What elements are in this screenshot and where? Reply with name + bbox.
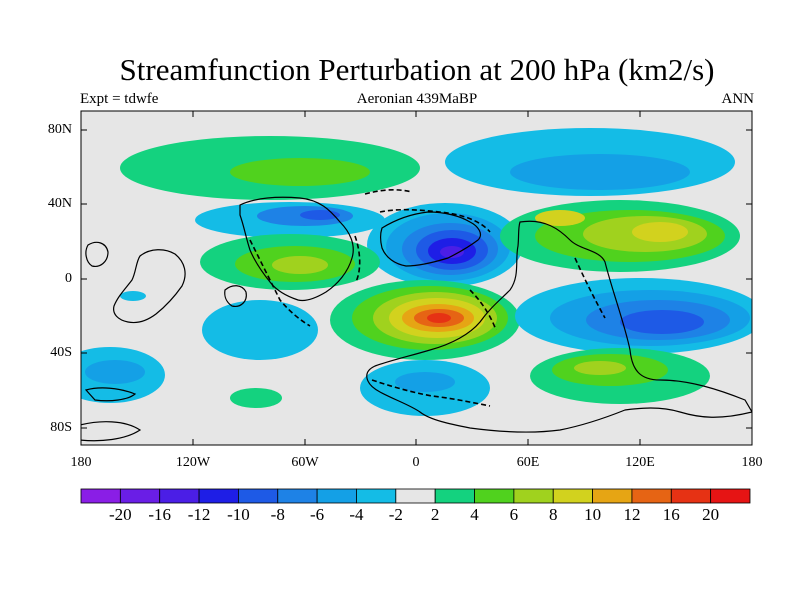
dashed-boundary-central xyxy=(379,208,491,233)
dashed-boundary-north xyxy=(364,189,413,195)
experiment-label: Expt = tdwfe xyxy=(80,91,159,107)
colorbar-swatch xyxy=(395,488,436,504)
coastline-laurentia xyxy=(239,196,354,302)
colorbar-label: -20 xyxy=(109,505,132,524)
contour-high-south xyxy=(230,348,710,408)
contour-low-southeast xyxy=(515,278,752,354)
lat-tick-40n: 40N xyxy=(47,196,72,211)
coastline-terrane-south xyxy=(81,421,142,442)
colorbar-label: 6 xyxy=(509,505,519,524)
contour-high-west xyxy=(200,234,380,290)
colorbar-label: 4 xyxy=(470,505,479,524)
contour-low-southwest xyxy=(81,291,318,403)
lat-tick-40s: 40S xyxy=(50,345,72,360)
axis-ticks xyxy=(81,111,752,445)
period-label: Aeronian 439MaBP xyxy=(356,91,478,107)
colorbar-swatch xyxy=(552,488,593,504)
coastline-island-arc xyxy=(224,285,247,307)
coastlines xyxy=(81,196,752,442)
dashed-boundary-baltica xyxy=(354,235,361,283)
coastline-terrane-west xyxy=(85,241,109,267)
colorbar-label: -2 xyxy=(388,505,403,524)
contour-high-northeast xyxy=(500,200,740,272)
colorbar-swatch xyxy=(513,488,554,504)
coastline-baltica xyxy=(379,211,482,267)
colorbar-label: 12 xyxy=(623,505,641,524)
lat-tick-80n: 80N xyxy=(47,122,72,137)
colorbar-label: -16 xyxy=(148,505,172,524)
lon-tick-0: 0 xyxy=(412,455,420,470)
colorbar-label: -4 xyxy=(349,505,364,524)
colorbar-swatch xyxy=(119,488,161,504)
lon-tick-120e: 120E xyxy=(625,455,655,470)
colorbar-label: -6 xyxy=(310,505,325,524)
colorbar-swatch xyxy=(80,488,121,504)
lat-tick-0: 0 xyxy=(65,271,72,286)
lon-tick-180e: 180 xyxy=(741,455,763,470)
season-label: ANN xyxy=(721,91,755,107)
dashed-boundary-east xyxy=(574,257,606,319)
colorbar-swatch xyxy=(277,488,318,504)
contour-low-central xyxy=(367,203,523,287)
contour-high-central xyxy=(330,280,520,360)
lon-tick-60e: 60E xyxy=(516,455,540,470)
coastline-siberia xyxy=(113,249,186,324)
colorbar-label: 10 xyxy=(584,505,602,524)
colorbar-swatch xyxy=(159,488,200,504)
colorbar-label: -12 xyxy=(187,505,211,524)
colorbar-label: 20 xyxy=(702,505,720,524)
colorbar-swatch xyxy=(434,488,475,504)
colorbar-swatch xyxy=(592,488,633,504)
dashed-boundary-laurentia xyxy=(249,239,311,327)
colorbar xyxy=(80,488,751,504)
contour-low-northwest xyxy=(195,202,385,238)
colorbar-swatch xyxy=(356,488,397,504)
colorbar-label: 2 xyxy=(430,505,440,524)
colorbar-label: -8 xyxy=(270,505,285,524)
colorbar-label: 16 xyxy=(662,505,680,524)
dashed-boundary-gondwana xyxy=(469,289,497,331)
colorbar-swatch xyxy=(631,488,672,504)
lon-tick-120w: 120W xyxy=(175,455,211,470)
lon-tick-180w: 180 xyxy=(70,455,92,470)
colorbar-label: 8 xyxy=(548,505,558,524)
contour-northeast-blue xyxy=(445,128,735,196)
colorbar-swatch xyxy=(238,488,279,504)
contour-low-south-central xyxy=(360,360,490,416)
colorbar-swatch xyxy=(670,488,712,504)
colorbar-swatch xyxy=(316,488,357,504)
colorbar-swatch xyxy=(198,488,239,504)
coastline-terrane-southwest xyxy=(84,387,137,402)
lat-tick-80s: 80S xyxy=(50,420,72,435)
map-title: Streamfunction Perturbation at 200 hPa (… xyxy=(119,52,715,87)
coastline-gondwana xyxy=(366,220,752,433)
contour-fills xyxy=(81,128,752,416)
colorbar-swatch xyxy=(710,488,751,504)
dashed-boundary-south xyxy=(371,379,491,407)
terrane-boundaries xyxy=(249,189,606,407)
lon-tick-60w: 60W xyxy=(291,455,319,470)
contour-northwest-green xyxy=(120,136,420,200)
colorbar-swatch xyxy=(474,488,515,504)
colorbar-label: -10 xyxy=(227,505,250,524)
